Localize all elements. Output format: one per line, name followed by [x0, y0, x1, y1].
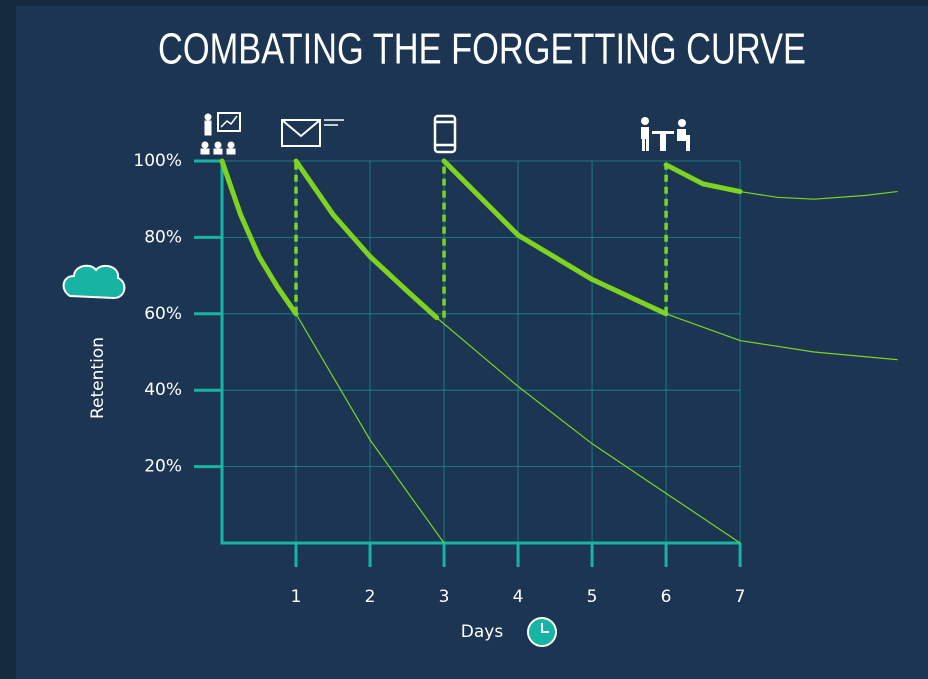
retention-curve	[663, 162, 743, 195]
brain-icon	[62, 264, 126, 300]
retention-curve	[219, 158, 299, 317]
email-icon	[281, 119, 344, 147]
x-tick-label: 5	[587, 587, 598, 607]
x-tick-label: 3	[439, 587, 450, 607]
decay-curve	[436, 317, 741, 544]
y-axis-label: Retention	[88, 337, 108, 419]
x-tick-label: 2	[365, 587, 376, 607]
x-tick-label: 7	[735, 587, 746, 607]
retention-curve	[293, 158, 440, 321]
left-strip	[0, 0, 16, 679]
clock-icon	[527, 617, 557, 647]
meeting-icon	[641, 117, 690, 151]
presentation-icon	[200, 112, 241, 155]
y-tick-label: 60%	[144, 304, 182, 324]
y-tick-label: 40%	[144, 380, 182, 400]
y-tick-label: 100%	[133, 151, 182, 171]
x-tick-label: 4	[513, 587, 524, 607]
x-axis-label: Days	[461, 622, 504, 642]
phone-icon	[433, 114, 457, 154]
chart-title: COMBATING THE FORGETTING CURVE	[158, 25, 806, 74]
top-strip	[0, 0, 928, 6]
x-tick-label: 6	[661, 587, 672, 607]
y-tick-label: 80%	[144, 227, 182, 247]
decay-curve	[739, 190, 898, 200]
y-tick-label: 20%	[144, 457, 182, 477]
retention-curve	[441, 158, 669, 317]
x-tick-label: 1	[291, 587, 302, 607]
decay-curve	[665, 313, 898, 361]
decay-curve	[295, 313, 445, 544]
